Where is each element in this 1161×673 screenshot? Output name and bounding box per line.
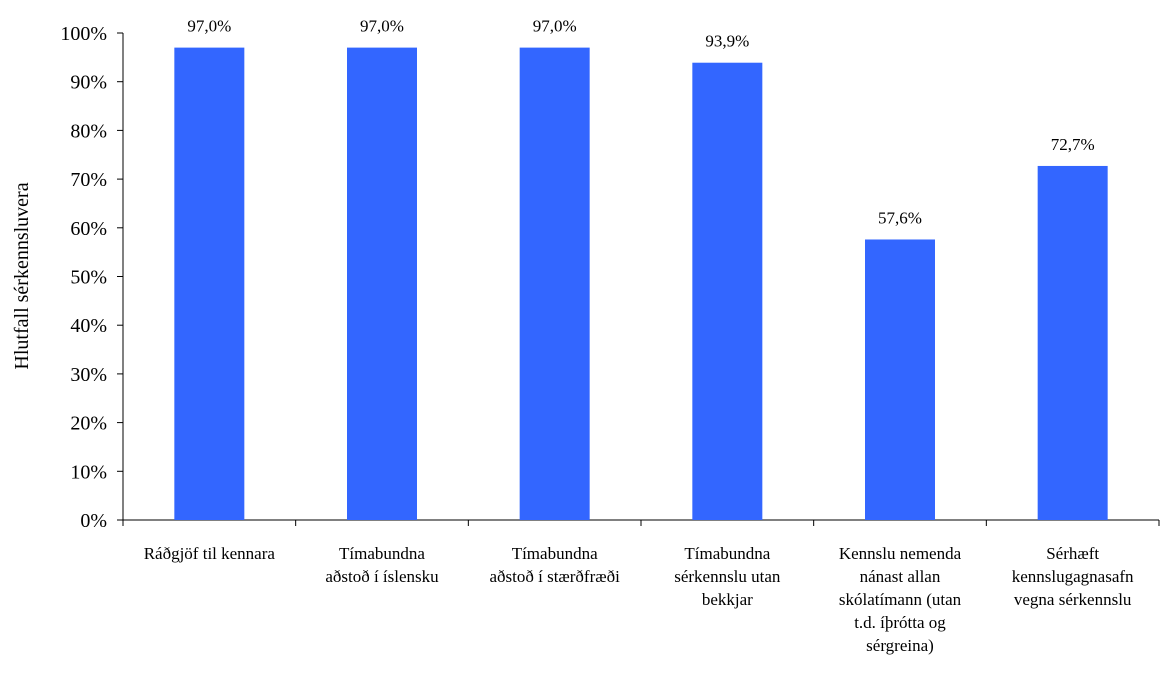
data-label: 93,9% <box>705 32 749 51</box>
y-tick-label: 40% <box>70 315 107 337</box>
data-label: 97,0% <box>533 17 577 36</box>
bar <box>692 62 763 520</box>
data-label: 57,6% <box>878 208 922 227</box>
category-label-line: vegna sérkennslu <box>1014 590 1132 609</box>
bars <box>174 47 1108 521</box>
bar <box>865 239 935 520</box>
y-tick-label: 0% <box>80 510 107 532</box>
category-label: Kennslu nemenda nánast allan skólatímann (… <box>839 544 962 655</box>
bar <box>347 47 417 521</box>
category-label-line: Ráðgjöf til kennara <box>144 544 276 563</box>
y-axis-title-group: Hlutfall sérkennsluvera <box>11 182 33 369</box>
axes <box>122 33 1160 526</box>
category-label-line: sérkennslu utan <box>674 567 781 586</box>
y-axis-title: Hlutfall sérkennsluvera <box>11 182 33 369</box>
category-label: Ráðgjöf til kennara <box>144 544 276 563</box>
y-ticks: 0% 10% 20% 30% 40% 50% 60% 70% 80% 90% 100% <box>60 23 123 532</box>
data-labels: 97,0% 97,0% 97,0% 93,9% 57,6% 72,7% <box>187 17 1094 228</box>
category-label-line: aðstoð í stærðfræði <box>489 567 620 586</box>
category-label: Tímabundna sérkennslu utan bekkjar <box>674 544 781 609</box>
category-label-line: kennslugagnasafn <box>1012 567 1134 586</box>
y-tick-label: 90% <box>70 72 107 94</box>
y-tick-label: 60% <box>70 218 107 240</box>
y-tick-label: 10% <box>70 461 107 483</box>
category-label-line: t.d. íþrótta og <box>854 613 946 632</box>
category-label: Tímabundna aðstoð í íslensku <box>325 544 439 586</box>
data-label: 97,0% <box>187 17 231 36</box>
bar <box>1037 165 1108 521</box>
category-label-line: Sérhæft <box>1046 544 1099 563</box>
y-tick-label: 80% <box>70 120 107 142</box>
category-label-line: sérgreina) <box>866 636 934 655</box>
category-label-line: Tímabundna <box>512 544 598 563</box>
data-label: 97,0% <box>360 17 404 36</box>
category-label-line: Kennslu nemenda <box>839 544 962 563</box>
bar <box>519 47 590 521</box>
y-tick-label: 100% <box>60 23 107 45</box>
category-labels: Ráðgjöf til kennara Tímabundna aðstoð í ís… <box>144 544 1134 655</box>
category-label-line: Tímabundna <box>684 544 770 563</box>
category-label: Tímabundna aðstoð í stærðfræði <box>489 544 620 586</box>
y-tick-label: 30% <box>70 364 107 386</box>
category-label-line: bekkjar <box>702 590 753 609</box>
data-label: 72,7% <box>1051 135 1095 154</box>
bar <box>174 47 245 521</box>
category-label-line: Tímabundna <box>339 544 425 563</box>
category-label: Sérhæft kennslugagnasafn vegna sérkennslu <box>1012 544 1134 609</box>
y-tick-label: 50% <box>70 267 107 289</box>
category-label-line: aðstoð í íslensku <box>325 567 439 586</box>
y-tick-label: 20% <box>70 413 107 435</box>
category-label-line: nánast allan <box>860 567 941 586</box>
category-label-line: skólatímann (utan <box>839 590 962 609</box>
y-tick-label: 70% <box>70 169 107 191</box>
